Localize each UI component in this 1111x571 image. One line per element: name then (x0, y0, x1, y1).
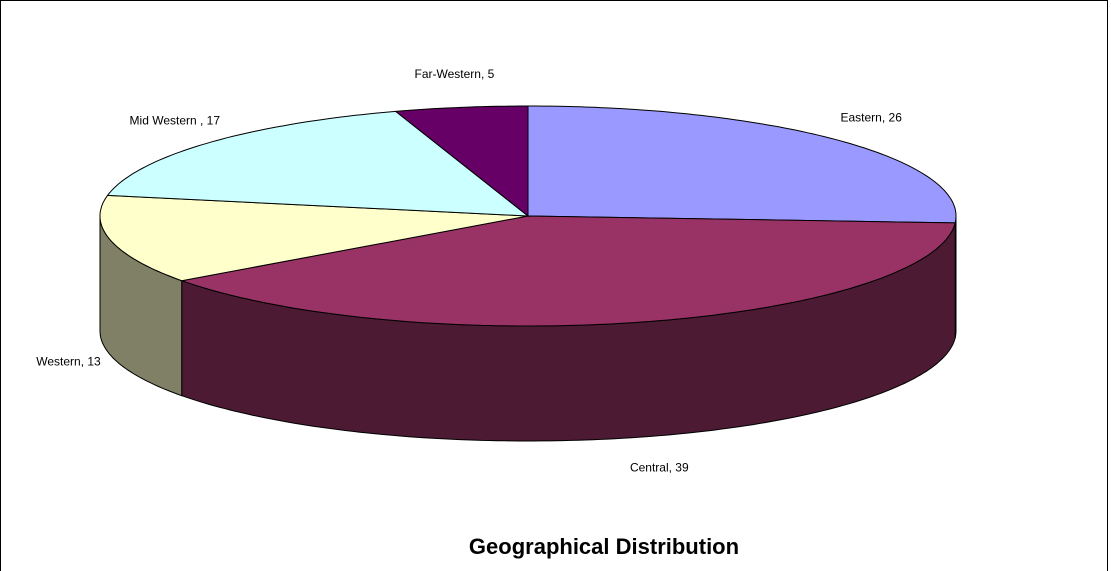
slice (179, 215, 956, 327)
slice (394, 105, 529, 218)
chart-title: Geographical Distribution (469, 534, 739, 559)
data-label: Far-Western, 5 (414, 67, 494, 81)
slice (106, 110, 530, 217)
data-label: Eastern, 26 (841, 110, 903, 124)
data-label: Central, 39 (630, 460, 689, 474)
data-label: Mid Western , 17 (130, 114, 221, 128)
data-label: Western, 13 (36, 354, 101, 368)
slice (99, 194, 529, 282)
slice (527, 105, 957, 224)
